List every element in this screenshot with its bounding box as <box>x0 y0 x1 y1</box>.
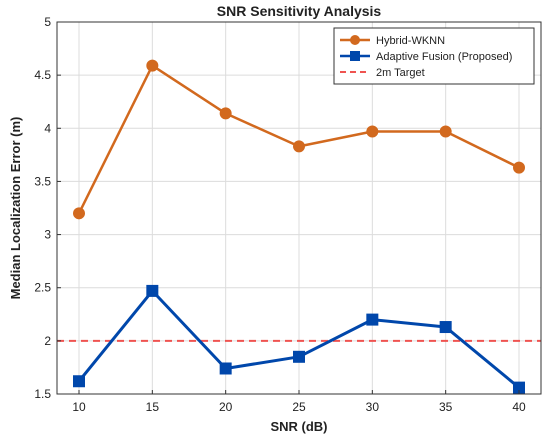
y-tick-label: 2 <box>44 334 51 348</box>
x-axis-ticks: 10 15 20 25 30 35 40 <box>72 390 526 414</box>
adaptive-fusion-point <box>146 284 159 297</box>
y-tick-label: 2.5 <box>34 281 51 295</box>
hybrid-wknn-point <box>219 107 232 120</box>
legend-label: Hybrid-WKNN <box>376 35 445 47</box>
y-tick-label: 4 <box>44 121 51 135</box>
legend: Hybrid-WKNN Adaptive Fusion (Proposed) 2m … <box>333 27 535 85</box>
y-tick-label: 3 <box>44 228 51 242</box>
y-axis-label: Median Localization Error (m) <box>8 117 23 300</box>
adaptive-fusion-point <box>219 362 232 375</box>
y-tick-label: 4.5 <box>34 68 51 82</box>
hybrid-wknn-point <box>439 125 452 138</box>
hybrid-wknn-point <box>293 140 305 153</box>
adaptive-fusion-point <box>73 375 85 388</box>
x-axis-label: SNR (dB) <box>270 419 327 434</box>
chart-title: SNR Sensitivity Analysis <box>217 3 382 19</box>
adaptive-fusion-point <box>366 313 379 326</box>
x-tick-label: 40 <box>512 400 526 414</box>
adaptive-fusion-point <box>293 350 305 363</box>
hybrid-wknn-point <box>73 207 85 220</box>
x-tick-label: 10 <box>72 400 86 414</box>
hybrid-wknn-point <box>366 125 379 138</box>
x-tick-label: 25 <box>292 400 306 414</box>
y-tick-label: 1.5 <box>34 387 51 401</box>
y-tick-label: 3.5 <box>34 174 51 188</box>
legend-marker-circle <box>350 35 360 45</box>
hybrid-wknn-point <box>513 161 525 174</box>
data-markers <box>73 59 525 394</box>
adaptive-fusion-point <box>439 321 452 334</box>
x-tick-label: 35 <box>439 400 453 414</box>
legend-marker-square <box>350 51 360 61</box>
hybrid-wknn-point <box>146 59 159 72</box>
x-tick-label: 20 <box>219 400 233 414</box>
y-tick-label: 5 <box>44 15 51 29</box>
legend-label: 2m Target <box>376 67 425 79</box>
y-axis-ticks: 1.5 2 2.5 3 3.5 4 4.5 5 <box>34 15 61 401</box>
x-tick-label: 15 <box>146 400 160 414</box>
legend-label: Adaptive Fusion (Proposed) <box>376 51 512 63</box>
x-tick-label: 30 <box>366 400 380 414</box>
